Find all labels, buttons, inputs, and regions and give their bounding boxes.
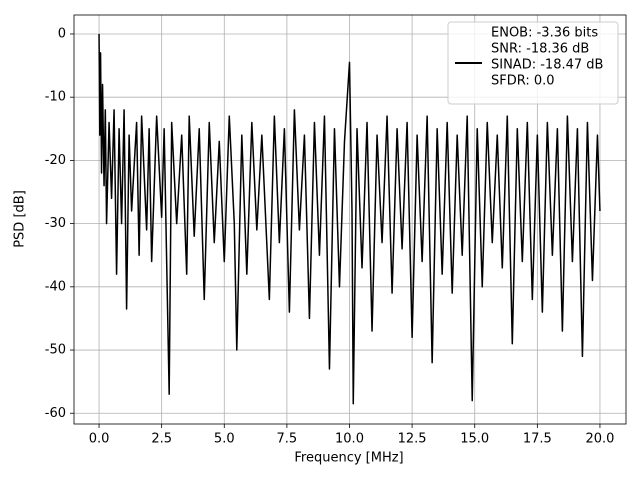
y-tick-label: -40 [45,279,66,294]
x-tick-label: 0.0 [89,432,110,447]
y-tick-label: -50 [45,343,66,358]
plot-area [98,33,601,405]
x-tick-label: 15.0 [460,432,489,447]
x-tick-label: 17.5 [523,432,552,447]
y-tick-label: 0 [58,26,66,41]
y-tick-label: -30 [45,216,66,231]
y-axis-label: PSD [dB] [13,190,28,248]
x-tick-label: 20.0 [585,432,614,447]
legend-label: SFDR: 0.0 [491,74,555,89]
x-axis-label: Frequency [MHz] [294,451,403,466]
y-tick-label: -60 [45,406,66,421]
ticks: 0.0 2.5 5.0 7.5 10.0 12.5 15.0 17.5 20.0 0 -10 -20 -… [45,26,615,446]
x-tick-label: 12.5 [398,432,427,447]
x-tick-label: 7.5 [277,432,298,447]
x-tick-label: 2.5 [151,432,172,447]
x-tick-label: 10.0 [335,432,364,447]
legend-label: SINAD: -18.47 dB [491,58,603,73]
axes-frame [73,14,627,425]
y-tick-label: -20 [45,153,66,168]
legend-label: ENOB: -3.36 bits [491,26,598,41]
psd-line [98,33,601,405]
x-tick-label: 5.0 [214,432,235,447]
y-tick-label: -10 [45,90,66,105]
legend-label: SNR: -18.36 dB [491,42,589,57]
legend-box [447,21,619,105]
